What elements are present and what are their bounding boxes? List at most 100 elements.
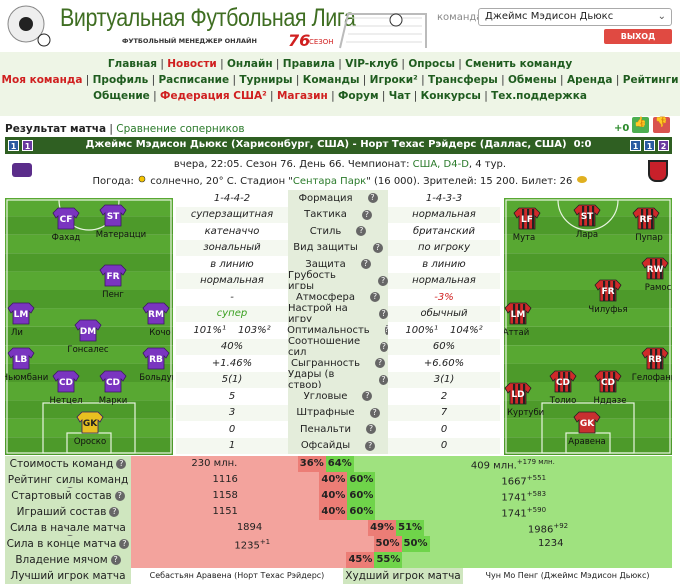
help-icon[interactable] [375, 358, 386, 369]
nav-link[interactable]: Трансферы [418, 74, 498, 86]
player-name[interactable]: А. Куртуби [504, 408, 544, 418]
nav-link[interactable]: Главная [107, 58, 158, 70]
player-name[interactable]: Мута [513, 233, 536, 243]
help-icon[interactable] [379, 341, 388, 352]
nav-link[interactable]: Игроки² [359, 74, 417, 86]
help-icon[interactable] [365, 424, 376, 435]
player-name[interactable]: Ороско [74, 437, 106, 447]
help-icon[interactable] [372, 242, 383, 253]
shirt-stripe [523, 384, 526, 404]
stats-cell: 1 [176, 437, 288, 454]
nav-link[interactable]: Общение [93, 90, 150, 102]
player-name[interactable]: Нетцел [49, 396, 82, 406]
nav-link[interactable]: Федерация США² [150, 90, 267, 102]
player-name[interactable]: Фахад [52, 233, 81, 243]
player-name[interactable]: Гонсалес [67, 345, 108, 355]
help-icon[interactable] [356, 226, 367, 237]
stats-cell: катеначчо [176, 223, 288, 240]
stats-label: Оптимальность [287, 324, 370, 336]
stats-value: британский [412, 225, 476, 237]
stadium-link[interactable]: Сентара Парк [292, 176, 367, 187]
nav-link[interactable]: Команды [293, 74, 360, 86]
help-icon[interactable] [384, 325, 389, 336]
bar-left [131, 536, 402, 552]
championship-link[interactable]: США, D4-D [412, 159, 469, 170]
help-icon[interactable] [361, 209, 372, 220]
player-name[interactable]: Гелофани [632, 373, 672, 383]
player-name[interactable]: Марки [99, 396, 128, 406]
site-subtitle: ФУТБОЛЬНЫЙ МЕНЕДЖЕР ОНЛАЙН [122, 37, 257, 45]
value-right-delta: +590 [526, 506, 547, 514]
player-name[interactable]: Пупар [635, 233, 663, 243]
player-name[interactable]: Толио [549, 396, 577, 406]
help-icon[interactable] [369, 407, 380, 418]
nav-link[interactable]: Турниры [229, 74, 292, 86]
help-icon[interactable] [370, 292, 380, 303]
stats-label: Удары (в створ) [288, 368, 335, 391]
player-name[interactable]: Аттай [504, 328, 529, 338]
value-right: 1234 [538, 538, 564, 549]
shirt-stripe [660, 259, 663, 279]
player-name[interactable]: Чилуфья [588, 305, 627, 315]
player-name[interactable]: Кочо [149, 328, 170, 338]
worst-player[interactable]: Чун Мо Пенг (Джеймс Мэдисон Дьюкс) [463, 568, 672, 584]
player-name[interactable]: Ли [11, 328, 23, 338]
player-name[interactable]: Нддазе [593, 396, 626, 406]
help-icon[interactable] [379, 308, 388, 319]
nav-link[interactable]: Аренда [557, 74, 613, 86]
like-button[interactable]: 👍 [632, 117, 649, 133]
logout-button[interactable]: ВЫХОД [604, 29, 672, 44]
help-icon[interactable] [378, 275, 388, 286]
nav-link[interactable]: Профиль [82, 74, 148, 86]
stats-label: Пенальти [300, 423, 351, 435]
help-icon[interactable] [110, 555, 121, 565]
help-icon[interactable] [360, 259, 371, 270]
player-name[interactable]: Лара [576, 230, 598, 240]
tab-active[interactable]: Результат матча [5, 123, 107, 135]
stats-value: нормальная [412, 209, 476, 221]
help-icon[interactable] [119, 539, 130, 549]
best-player[interactable]: Себастьян Аравена (Норт Техас Рэйдерс) [131, 568, 343, 584]
nav-link[interactable]: VIP-клуб [335, 58, 398, 70]
stats-value: 104%² [450, 324, 483, 336]
player-name[interactable]: Матерацци [96, 230, 146, 240]
nav-link[interactable]: Опросы [398, 58, 455, 70]
nav-link[interactable]: Онлайн [217, 58, 273, 70]
nav-link[interactable]: Расписание [148, 74, 229, 86]
nav-link[interactable]: Рейтинги [613, 74, 679, 86]
player-name[interactable]: Больдук [139, 373, 173, 383]
nav-link[interactable]: Моя команда [1, 74, 83, 86]
help-icon[interactable] [362, 391, 373, 402]
nav-link[interactable]: Конкурсы [410, 90, 480, 102]
player-name[interactable]: Аравена [568, 437, 605, 447]
nav-link[interactable]: Тех.поддержка [481, 90, 587, 102]
shirt-stripe [650, 259, 653, 279]
nav-link[interactable]: Новости [157, 58, 217, 70]
value-left: 1894 [236, 522, 263, 533]
player-name[interactable]: Пенг [102, 290, 124, 300]
help-icon[interactable] [367, 193, 378, 204]
team-label: команда [437, 12, 483, 23]
player-name[interactable]: Рамос [645, 283, 672, 293]
help-icon[interactable] [365, 440, 376, 451]
stats-row: нормальная Грубость игры нормальная [176, 270, 500, 292]
nav-link[interactable]: Правила [273, 58, 335, 70]
nav-link[interactable]: Сменить команду [455, 58, 572, 70]
nav-link[interactable]: Обмены [498, 74, 557, 86]
help-icon[interactable] [114, 491, 125, 501]
help-icon[interactable] [109, 507, 120, 517]
nav-link[interactable]: Форум [328, 90, 379, 102]
field-stripe [504, 437, 672, 455]
player-name[interactable]: Ньюмбани [5, 373, 48, 383]
score: 0:0 [573, 139, 592, 150]
team-select[interactable]: Джеймс Мэдисон Дьюкс ⌄ [478, 8, 672, 26]
player-shirt [142, 302, 170, 325]
value-right-cell: 1741+590 [375, 506, 672, 519]
help-icon[interactable] [378, 374, 388, 385]
help-icon[interactable] [116, 459, 127, 469]
dislike-button[interactable]: 👎 [653, 117, 670, 133]
nav-link[interactable]: Чат [379, 90, 411, 102]
comparison-label-text: Стартовый состав [11, 490, 112, 502]
nav-link[interactable]: Магазин [267, 90, 328, 102]
tab-link[interactable]: Сравнение соперников [116, 123, 245, 135]
